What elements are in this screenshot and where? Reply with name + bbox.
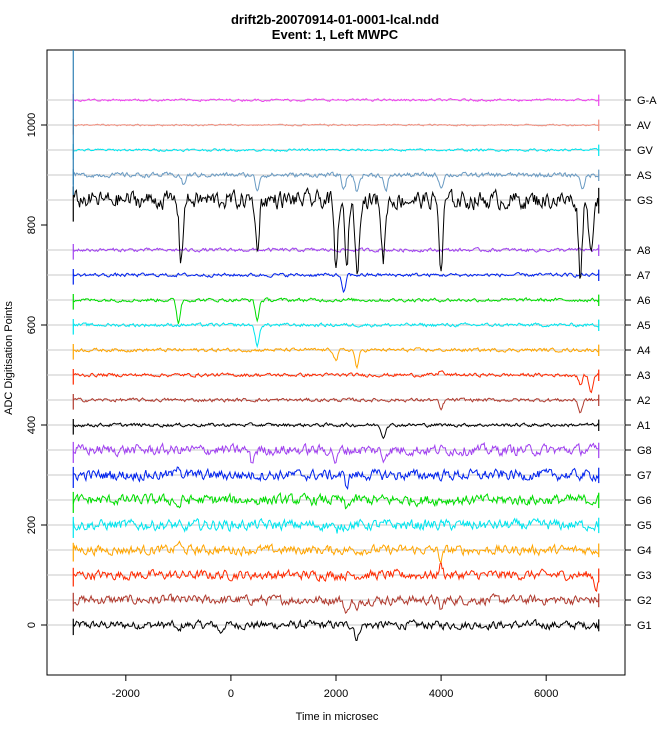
trace-a1 <box>72 422 600 440</box>
x-tick-label: -2000 <box>112 688 140 700</box>
series-label-a3: A3 <box>637 370 650 382</box>
trace-g6 <box>72 492 600 510</box>
x-tick-label: 4000 <box>429 688 453 700</box>
series-label-a8: A8 <box>637 245 650 257</box>
x-axis: -2000 0 2000 4000 6000 <box>112 675 558 700</box>
trace-av <box>73 123 600 127</box>
y-tick-label: 200 <box>26 516 38 534</box>
y-tick-label: 600 <box>26 316 38 334</box>
trace-as <box>72 171 600 193</box>
series-labels: G1 G2 G3 G4 G5 G6 G7 G8 A1 A2 A3 A4 A5 A6 A7 A8 GS AS GV AV… <box>625 95 657 632</box>
trace-a3 <box>73 370 600 394</box>
series-label-a5: A5 <box>637 320 650 332</box>
series-label-g3: G3 <box>637 570 652 582</box>
series-label-g2: G2 <box>637 595 652 607</box>
trace-a6 <box>73 297 600 324</box>
trace-g8 <box>72 441 599 464</box>
series-label-g5: G5 <box>637 520 652 532</box>
trace-g7 <box>73 466 600 491</box>
series-label-g7: G7 <box>637 470 652 482</box>
trace-a8 <box>72 246 600 253</box>
y-axis: 0 200 400 600 800 1000 <box>26 113 47 628</box>
trace-g-a <box>73 98 599 103</box>
x-tick-label: 6000 <box>534 688 558 700</box>
series-label-g8: G8 <box>637 445 652 457</box>
trace-g4 <box>72 540 600 563</box>
trace-g5 <box>72 517 600 534</box>
x-axis-title: Time in microsec <box>296 711 379 723</box>
series-label-g1: G1 <box>637 620 652 632</box>
series-label-a2: A2 <box>637 395 650 407</box>
x-tick-label: 2000 <box>324 688 348 700</box>
series-label-a6: A6 <box>637 295 650 307</box>
trace-a5 <box>72 322 599 349</box>
series-label-a1: A1 <box>637 420 650 432</box>
chart-title: drift2b-20070914-01-0001-lcal.ndd <box>231 12 439 27</box>
chart-subtitle: Event: 1, Left MWPC <box>272 27 399 42</box>
y-tick-label: 800 <box>26 216 38 234</box>
x-tick-label: 0 <box>228 688 234 700</box>
series-label-gs: GS <box>637 195 653 207</box>
trace-a2 <box>73 397 600 414</box>
baselines-layer <box>47 99 625 626</box>
series-label-g4: G4 <box>637 545 652 557</box>
trace-g2 <box>72 593 600 614</box>
y-tick-label: 400 <box>26 416 38 434</box>
y-tick-label: 0 <box>26 622 38 628</box>
series-label-gv: GV <box>637 145 654 157</box>
series-label-av: AV <box>637 120 652 132</box>
series-label-g-a: G-A <box>637 95 657 107</box>
plot-frame <box>46 49 626 676</box>
trace-g3 <box>73 560 600 593</box>
series-label-g6: G6 <box>637 495 652 507</box>
series-label-a7: A7 <box>637 270 650 282</box>
trace-a4 <box>73 347 599 370</box>
trace-gs <box>72 186 600 279</box>
traces-layer <box>72 50 600 642</box>
trace-gv <box>73 147 599 153</box>
series-label-as: AS <box>637 170 652 182</box>
series-label-a4: A4 <box>637 345 650 357</box>
trace-g1 <box>72 618 600 642</box>
y-axis-title: ADC Digitisation Points <box>3 301 15 415</box>
y-tick-label: 1000 <box>26 113 38 137</box>
trace-a7 <box>72 272 599 294</box>
